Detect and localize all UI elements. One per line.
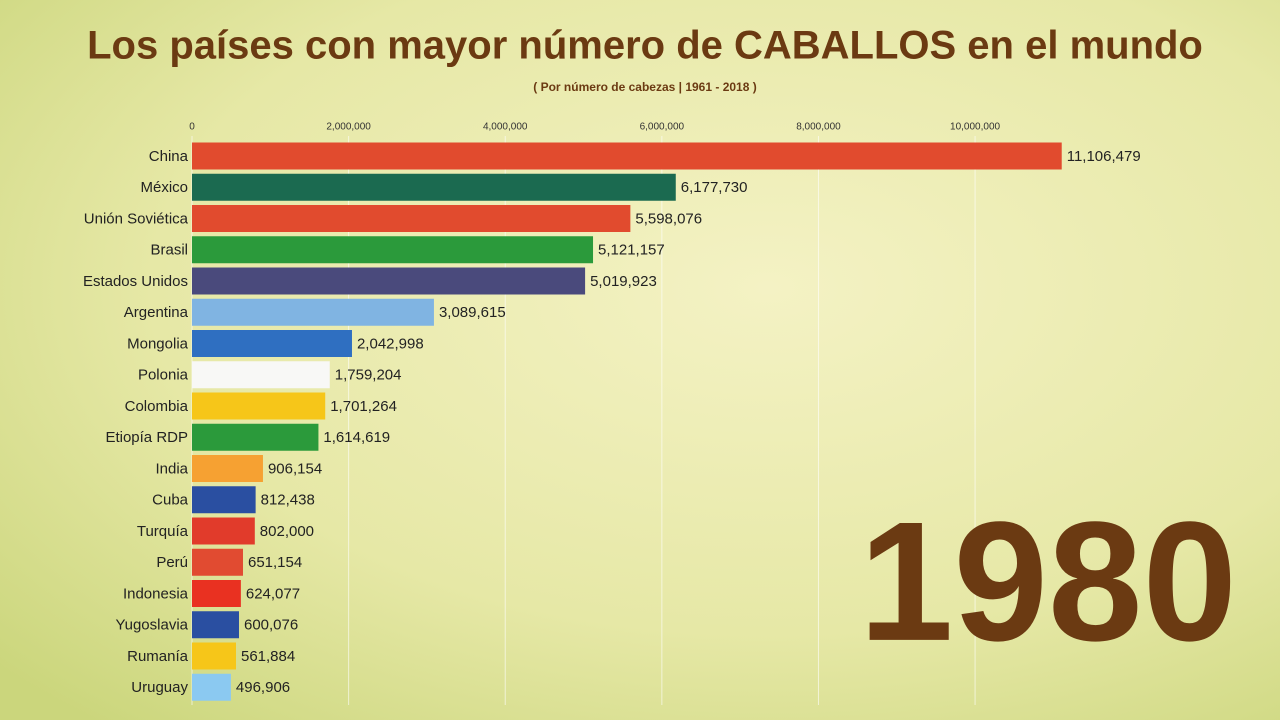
value-label: 561,884 bbox=[241, 648, 295, 665]
value-label: 651,154 bbox=[248, 554, 302, 571]
y-tick-label: India bbox=[155, 460, 188, 477]
y-tick-label: Colombia bbox=[125, 398, 189, 415]
value-label: 600,076 bbox=[244, 617, 298, 634]
y-tick-label: Polonia bbox=[138, 367, 189, 384]
y-tick-label: Mongolia bbox=[127, 335, 189, 352]
y-tick-label: Estados Unidos bbox=[83, 273, 188, 290]
y-tick-label: Yugoslavia bbox=[115, 617, 188, 634]
bar bbox=[192, 361, 330, 389]
value-label: 624,077 bbox=[246, 585, 300, 602]
value-label: 1,759,204 bbox=[335, 367, 402, 384]
x-tick-label: 0 bbox=[189, 122, 195, 133]
bar bbox=[192, 455, 263, 482]
value-label: 3,089,615 bbox=[439, 304, 506, 321]
value-label: 1,701,264 bbox=[330, 398, 397, 415]
value-label: 5,019,923 bbox=[590, 273, 657, 290]
value-label: 1,614,619 bbox=[323, 429, 390, 446]
bar bbox=[192, 173, 676, 201]
y-tick-label: Brasil bbox=[150, 242, 188, 259]
bar bbox=[192, 486, 256, 514]
x-tick-label: 4,000,000 bbox=[483, 122, 528, 133]
x-tick-label: 8,000,000 bbox=[796, 122, 841, 133]
bar bbox=[192, 392, 326, 420]
x-tick-label: 2,000,000 bbox=[326, 122, 371, 133]
y-tick-label: Cuba bbox=[152, 492, 189, 509]
y-tick-label: Perú bbox=[156, 554, 188, 571]
bar bbox=[192, 642, 236, 670]
y-tick-label: Rumanía bbox=[127, 648, 189, 665]
y-tick-label: México bbox=[140, 179, 188, 196]
value-label: 802,000 bbox=[260, 523, 314, 540]
value-label: 812,438 bbox=[261, 492, 315, 509]
y-tick-label: Indonesia bbox=[123, 585, 189, 602]
y-tick-label: Turquía bbox=[137, 523, 189, 540]
y-tick-label: Argentina bbox=[124, 304, 189, 321]
chart-subtitle: ( Por número de cabezas | 1961 - 2018 ) bbox=[533, 80, 756, 94]
x-tick-label: 6,000,000 bbox=[640, 122, 685, 133]
y-tick-label: China bbox=[149, 148, 189, 165]
year-label: 1980 bbox=[859, 487, 1237, 677]
y-tick-label: Etiopía RDP bbox=[105, 429, 188, 446]
y-tick-label: Uruguay bbox=[131, 679, 188, 696]
bar bbox=[192, 580, 241, 607]
value-label: 5,121,157 bbox=[598, 242, 665, 259]
bar bbox=[192, 423, 319, 451]
bar bbox=[192, 236, 594, 264]
y-tick-label: Unión Soviética bbox=[84, 210, 189, 227]
x-tick-label: 10,000,000 bbox=[950, 122, 1000, 133]
chart-title: Los países con mayor número de CABALLOS … bbox=[87, 24, 1203, 68]
bar bbox=[192, 548, 243, 576]
value-label: 6,177,730 bbox=[681, 179, 748, 196]
bar bbox=[192, 267, 586, 295]
bar bbox=[192, 517, 255, 545]
bar bbox=[192, 205, 631, 232]
value-label: 496,906 bbox=[236, 679, 290, 696]
bar bbox=[192, 673, 231, 701]
bar bbox=[192, 611, 239, 639]
bar bbox=[192, 142, 1062, 170]
bar bbox=[192, 298, 434, 326]
value-label: 5,598,076 bbox=[635, 210, 702, 227]
value-label: 906,154 bbox=[268, 460, 322, 477]
value-label: 2,042,998 bbox=[357, 335, 424, 352]
value-label: 11,106,479 bbox=[1067, 148, 1141, 165]
bar bbox=[192, 330, 352, 357]
